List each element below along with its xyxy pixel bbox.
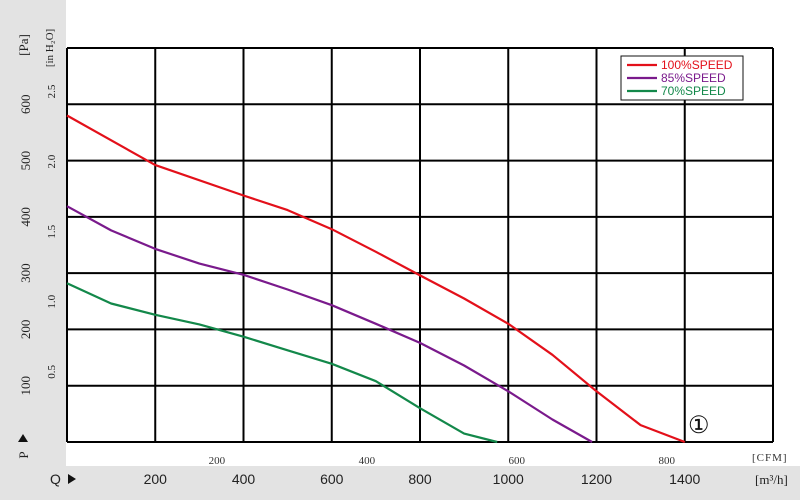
grid-lines: [66, 47, 774, 443]
m3h-tick-label: 1200: [581, 471, 612, 487]
curve-70pct-speed: [66, 282, 498, 444]
pa-tick-label: 500: [18, 151, 33, 171]
m3h-tick-label: 800: [408, 471, 432, 487]
pa-tick-label: 100: [18, 376, 33, 396]
legend-label: 85%SPEED: [661, 71, 726, 85]
legend-label: 70%SPEED: [661, 84, 726, 98]
curve-85pct-speed: [66, 205, 593, 443]
pa-unit-label: [Pa]: [16, 34, 31, 56]
bottom-axis-band: [0, 466, 800, 500]
cfm-tick-label: 400: [359, 455, 376, 467]
legend-label: 100%SPEED: [661, 58, 733, 72]
m3h-tick-label: 200: [144, 471, 168, 487]
inh2o-tick-label: 1.0: [46, 294, 58, 308]
pa-tick-label: 300: [18, 263, 33, 283]
m3h-tick-label: 1400: [669, 471, 700, 487]
q-axis-arrow: [68, 474, 76, 484]
left-axis-band: [0, 0, 66, 470]
m3h-tick-label: 400: [232, 471, 256, 487]
curve-100pct-speed: [66, 114, 686, 444]
curve-marker-label: ①: [688, 413, 710, 439]
cfm-tick-label: 800: [658, 455, 675, 467]
m3h-unit-label: [m³/h]: [755, 472, 788, 487]
tick-labels: 100 200 300 400 500 600 0.5 1.0 1.5 2.0 2.5 200 400 6…: [18, 84, 701, 487]
inh2o-tick-label: 2.0: [46, 154, 58, 168]
inh2o-tick-label: 1.5: [46, 224, 58, 238]
m3h-tick-label: 1000: [493, 471, 524, 487]
pa-tick-label: 600: [18, 95, 33, 115]
p-axis-symbol: P: [16, 451, 31, 458]
cfm-unit-label: [CFM]: [752, 452, 788, 464]
pa-tick-label: 200: [18, 320, 33, 340]
inh2o-tick-label: 2.5: [46, 84, 58, 98]
pa-tick-label: 400: [18, 207, 33, 227]
p-axis-arrow: [18, 434, 28, 442]
q-axis-symbol: Q: [50, 471, 61, 487]
inh2o-tick-label: 0.5: [46, 365, 58, 379]
m3h-tick-label: 600: [320, 471, 344, 487]
cfm-tick-label: 600: [509, 455, 526, 467]
curve-group: [66, 114, 686, 444]
cfm-tick-label: 200: [209, 455, 226, 467]
inh2o-unit-label: [in H₂O]: [44, 29, 56, 67]
